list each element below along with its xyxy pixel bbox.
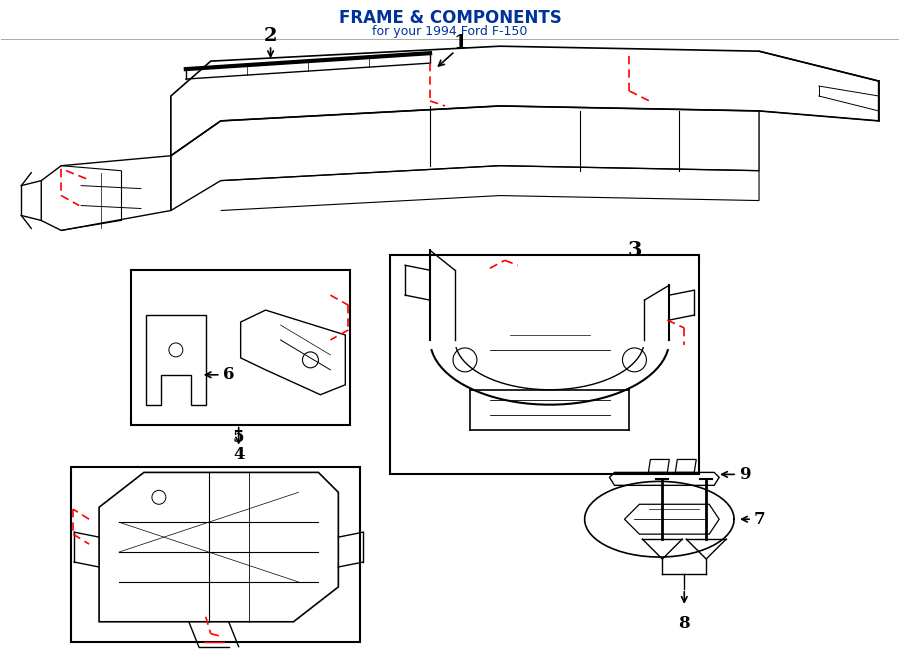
Text: 4: 4 [233, 446, 245, 463]
Text: 6: 6 [222, 366, 234, 383]
Bar [391, 255, 699, 475]
Text: 1: 1 [453, 34, 467, 52]
Text: 8: 8 [679, 615, 690, 633]
Text: for your 1994 Ford F-150: for your 1994 Ford F-150 [373, 25, 527, 38]
Text: 9: 9 [739, 466, 751, 483]
Bar [131, 270, 350, 424]
Text: 3: 3 [627, 241, 642, 260]
Text: 2: 2 [264, 27, 277, 45]
Text: FRAME & COMPONENTS: FRAME & COMPONENTS [338, 9, 562, 27]
Text: 7: 7 [754, 511, 766, 527]
Bar [71, 467, 360, 642]
Text: 5: 5 [233, 429, 245, 446]
